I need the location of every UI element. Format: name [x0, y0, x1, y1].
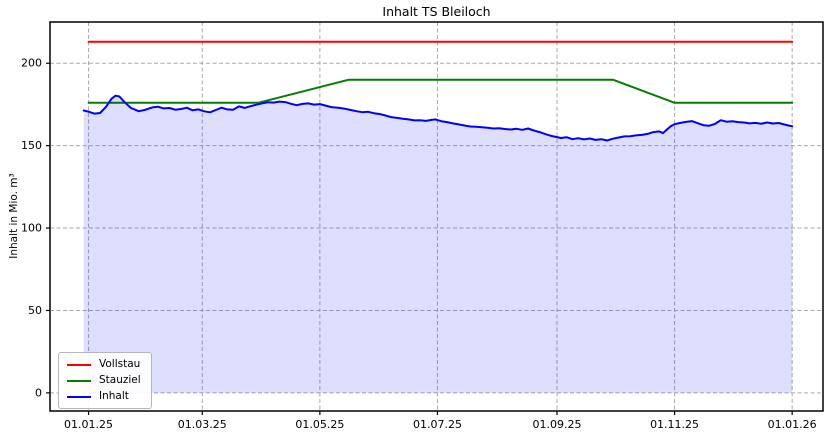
y-tick-label-3: 150 [21, 139, 42, 152]
x-tick-label-4: 01.09.25 [532, 418, 581, 431]
legend-item-vollstau: Vollstau [67, 358, 141, 371]
series-inhalt-area [83, 95, 793, 393]
legend-label-stauziel: Stauziel [99, 374, 141, 386]
x-tick-label-1: 01.03.25 [178, 418, 227, 431]
x-tick-label-0: 01.01.25 [64, 418, 113, 431]
plot-frame [49, 21, 824, 412]
legend-swatch-vollstau [67, 363, 91, 366]
legend-label-inhalt: Inhalt [99, 390, 129, 402]
y-tick-label-0: 0 [35, 386, 42, 399]
x-tick-label-5: 01.11.25 [650, 418, 699, 431]
legend: Vollstau Stauziel Inhalt [58, 352, 152, 409]
x-tick-label-2: 01.05.25 [295, 418, 344, 431]
y-tick-label-1: 50 [28, 304, 42, 317]
chart-title: Inhalt TS Bleiloch [382, 4, 491, 19]
y-tick-label-2: 100 [21, 222, 42, 235]
legend-swatch-inhalt [67, 395, 91, 398]
series-inhalt-line [82, 94, 794, 142]
legend-item-inhalt: Inhalt [67, 390, 141, 403]
legend-item-stauziel: Stauziel [67, 374, 141, 387]
legend-label-vollstau: Vollstau [99, 358, 141, 370]
y-tick-label-4: 200 [21, 57, 42, 70]
x-tick-label-6: 01.01.26 [768, 418, 817, 431]
x-tick-label-3: 01.07.25 [413, 418, 462, 431]
legend-swatch-stauziel [67, 379, 91, 382]
series-stauziel-line [87, 78, 794, 104]
